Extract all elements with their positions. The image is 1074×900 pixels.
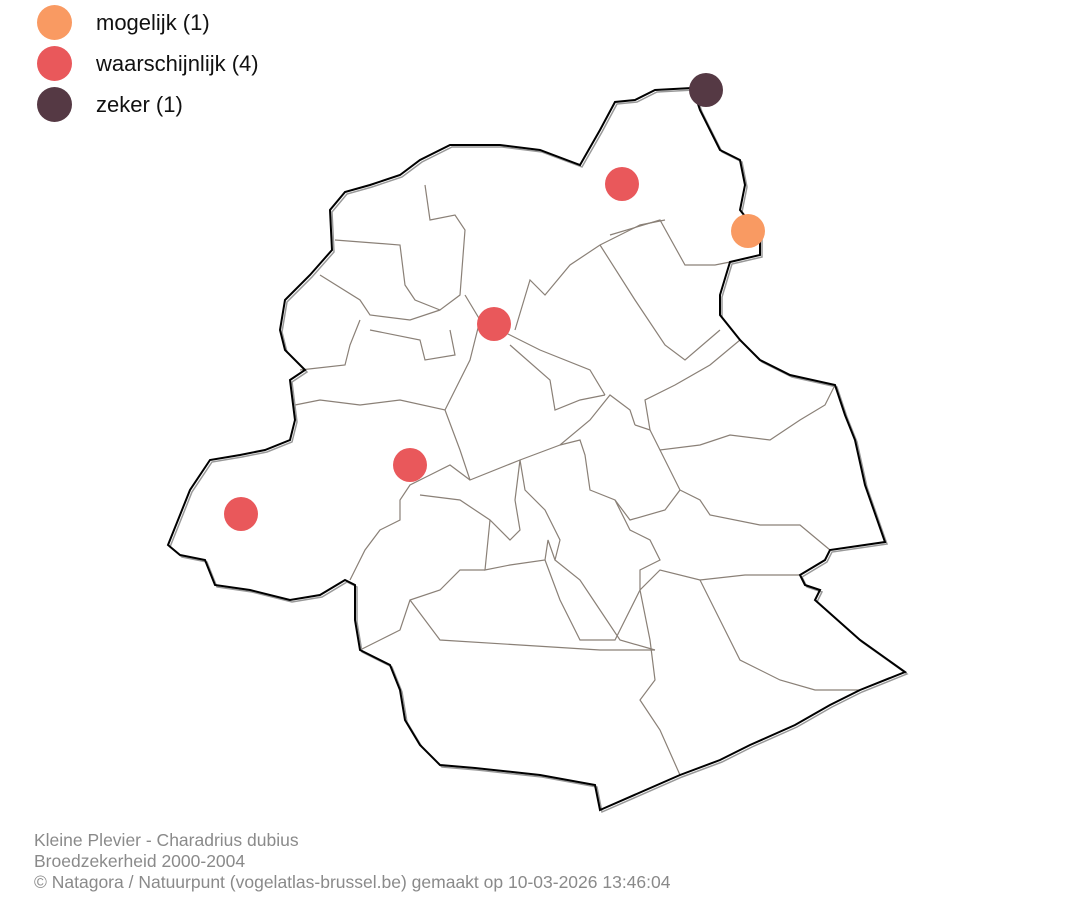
commune-boundary [544, 559, 800, 641]
commune-boundary [649, 384, 836, 451]
commune-boundary [609, 219, 731, 266]
commune-boundary [499, 329, 606, 396]
commune-boundary [634, 339, 741, 431]
legend-label: mogelijk (1) [96, 9, 210, 35]
legend-label: zeker (1) [96, 91, 183, 117]
legend-item-zeker: zeker (1) [37, 84, 259, 125]
commune-boundary [699, 579, 860, 691]
legend-dot-mogelijk [37, 5, 72, 40]
map-subtitle: Broedzekerheid 2000-2004 [34, 851, 246, 871]
observation-marker-zeker [689, 73, 723, 107]
commune-boundary [559, 439, 681, 521]
region-outline [166, 86, 908, 812]
commune-boundary [679, 489, 831, 551]
commune-boundary [409, 599, 655, 651]
commune-boundary [444, 394, 636, 481]
commune-boundary [299, 319, 361, 371]
observation-marker-waarschijnlijk [477, 307, 511, 341]
legend-label: waarschijnlijk (4) [96, 50, 259, 76]
commune-boundary [599, 244, 721, 361]
commune-boundary [349, 464, 471, 581]
commune-boundary [514, 219, 666, 331]
observation-markers [224, 73, 765, 531]
observation-marker-waarschijnlijk [393, 448, 427, 482]
legend-dot-zeker [37, 87, 72, 122]
commune-boundary [359, 569, 485, 651]
observation-marker-waarschijnlijk [605, 167, 639, 201]
legend-item-waarschijnlijk: waarschijnlijk (4) [37, 43, 259, 84]
commune-boundary [614, 499, 661, 590]
observation-marker-waarschijnlijk [224, 497, 258, 531]
commune-boundaries [294, 184, 860, 776]
region-outline-shadow [169, 89, 909, 814]
commune-boundary [419, 459, 521, 541]
map-caption: Kleine Plevier - Charadrius dubius Broed… [34, 830, 670, 893]
legend: mogelijk (1) waarschijnlijk (4) zeker (1… [37, 2, 259, 125]
commune-boundary [319, 274, 441, 321]
observation-marker-mogelijk [731, 214, 765, 248]
commune-boundary [369, 329, 456, 361]
commune-boundary [509, 344, 606, 411]
species-title: Kleine Plevier - Charadrius dubius [34, 830, 299, 850]
legend-dot-waarschijnlijk [37, 46, 72, 81]
commune-boundary [334, 184, 466, 311]
commune-boundary [294, 294, 481, 411]
copyright-credit: © Natagora / Natuurpunt (vogelatlas-brus… [34, 872, 671, 892]
commune-boundary [639, 589, 681, 776]
legend-item-mogelijk: mogelijk (1) [37, 2, 259, 43]
commune-boundary [484, 519, 556, 571]
commune-boundary [519, 459, 656, 651]
